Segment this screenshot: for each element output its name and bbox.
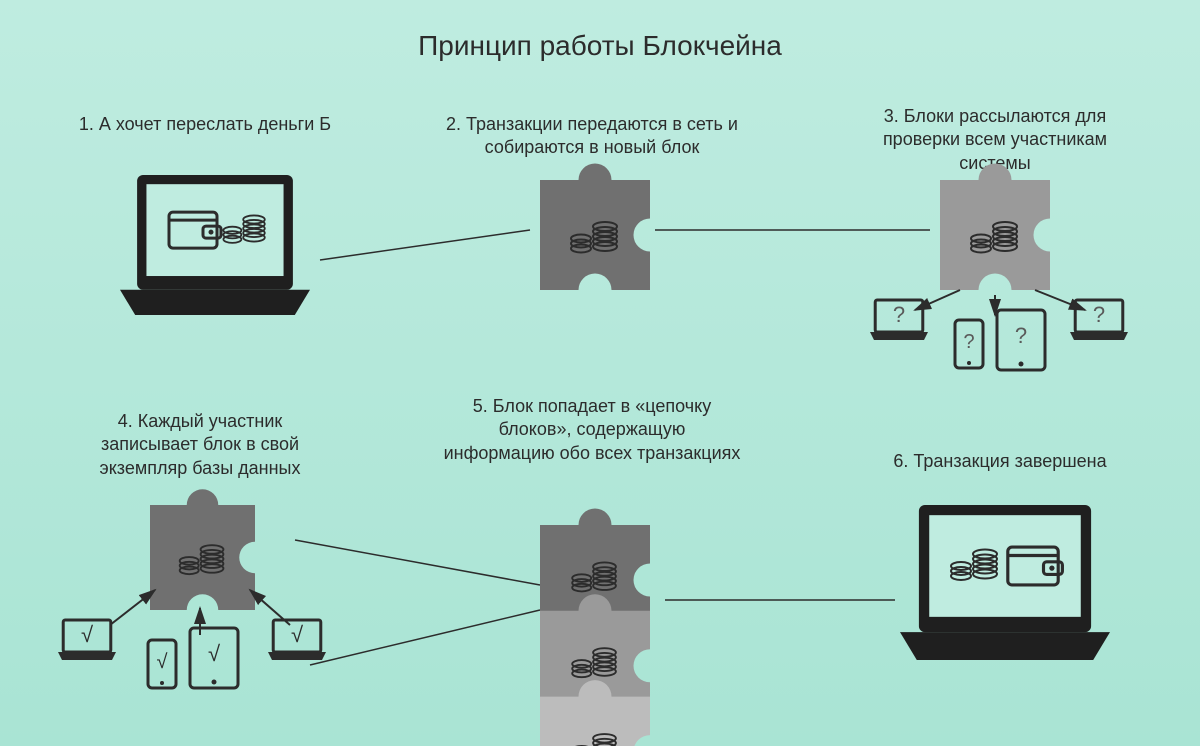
svg-text:?: ? <box>1015 323 1027 348</box>
svg-text:?: ? <box>1093 302 1105 327</box>
svg-text:√: √ <box>157 651 168 673</box>
diagram-canvas: ???? √ √ √ √ <box>0 0 1200 746</box>
svg-text:√: √ <box>208 641 221 666</box>
svg-text:?: ? <box>963 331 974 353</box>
svg-text:√: √ <box>81 622 94 647</box>
svg-text:?: ? <box>893 302 905 327</box>
svg-text:√: √ <box>291 622 304 647</box>
